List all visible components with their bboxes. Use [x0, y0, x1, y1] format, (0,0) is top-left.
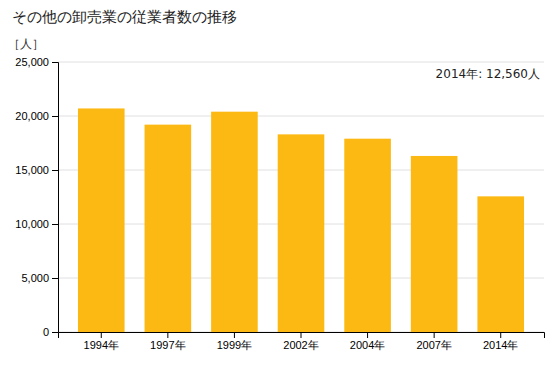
bar: [344, 139, 391, 332]
x-tick-mark: [234, 332, 235, 338]
x-tick-label: 2007年: [416, 339, 451, 351]
title: その他の卸売業の従業者数の推移: [12, 8, 237, 26]
y-tick-mark: [52, 224, 58, 225]
y-tick: 25,000: [15, 56, 58, 68]
y-axis-title: ［人］: [8, 37, 44, 51]
x-tick: 2002年: [283, 332, 318, 351]
bar: [78, 108, 125, 332]
bar: [211, 112, 258, 332]
x-tick: 1994年: [84, 332, 119, 351]
x-tick: 1999年: [217, 332, 252, 351]
x-tick-label: 1997年: [150, 339, 185, 351]
x-tick-mark: [434, 332, 435, 338]
y-tick-label: 25,000: [15, 56, 49, 68]
bar: [477, 196, 524, 332]
x-tick-mark: [500, 332, 501, 338]
y-tick: 10,000: [15, 218, 58, 230]
y-axis: 0 5,000 10,000 15,000 20,000 25,000: [15, 56, 58, 338]
x-tick: 2014年: [483, 332, 518, 351]
y-tick-label: 15,000: [15, 164, 49, 176]
bar: [278, 134, 325, 332]
x-tick-label: 1999年: [217, 339, 252, 351]
x-tick-mark: [367, 332, 368, 338]
bar: [145, 125, 192, 332]
x-tick: 2004年: [350, 332, 385, 351]
y-tick-label: 5,000: [21, 272, 49, 284]
y-tick-label: 0: [43, 326, 49, 338]
y-tick-mark: [52, 170, 58, 171]
y-tick-mark: [52, 116, 58, 117]
x-axis-line: [59, 333, 545, 339]
x-tick-label: 2004年: [350, 339, 385, 351]
grid: [58, 62, 544, 332]
grid-line: [58, 62, 544, 63]
plot: 0 5,000 10,000 15,000 20,000 25,000 1994年 1997年…: [15, 56, 544, 351]
bars: [78, 108, 524, 332]
y-tick-mark: [52, 332, 58, 333]
y-tick: 5,000: [21, 272, 58, 284]
y-tick-mark: [52, 62, 58, 63]
bar: [411, 156, 458, 332]
x-tick: 2007年: [416, 332, 451, 351]
y-axis-line: [52, 63, 59, 333]
y-tick-mark: [52, 278, 58, 279]
y-tick: 20,000: [15, 110, 58, 122]
y-tick-label: 20,000: [15, 110, 49, 122]
x-tick-label: 2014年: [483, 339, 518, 351]
x-tick-label: 1994年: [84, 339, 119, 351]
grid-line: [58, 116, 544, 117]
x-tick-label: 2002年: [283, 339, 318, 351]
x-tick-mark: [167, 332, 168, 338]
chart: その他の卸売業の従業者数の推移 0 5,000 10,000 15,000 20,000 2…: [0, 0, 560, 366]
x-tick-mark: [101, 332, 102, 338]
y-tick-label: 10,000: [15, 218, 49, 230]
x-tick: 1997年: [150, 332, 185, 351]
y-tick: 15,000: [15, 164, 58, 176]
x-axis: 1994年 1997年 1999年 2002年 2004年 2007年 2014年: [59, 332, 545, 351]
y-tick: 0: [43, 326, 58, 338]
annotation: 2014年: 12,560人: [436, 67, 540, 81]
x-tick-mark: [301, 332, 302, 338]
